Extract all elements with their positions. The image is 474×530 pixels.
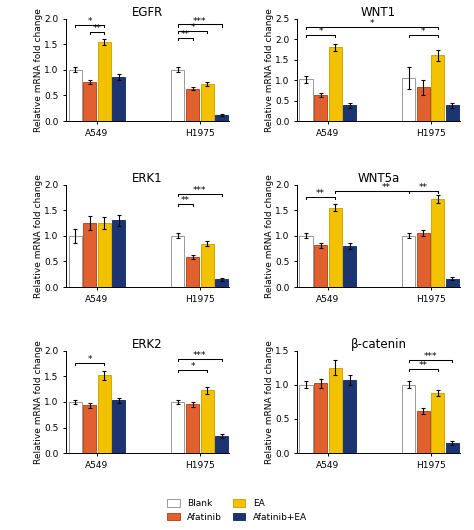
Y-axis label: Relative mRNA fold change: Relative mRNA fold change bbox=[265, 8, 274, 132]
Bar bbox=[112, 77, 125, 121]
Bar bbox=[431, 56, 445, 121]
Text: **: ** bbox=[181, 196, 190, 205]
Bar bbox=[69, 70, 82, 121]
Y-axis label: Relative mRNA fold change: Relative mRNA fold change bbox=[265, 174, 274, 298]
Bar bbox=[300, 385, 312, 453]
Bar bbox=[215, 279, 228, 287]
Text: ***: *** bbox=[424, 352, 438, 361]
Text: *: * bbox=[190, 23, 195, 32]
Bar bbox=[186, 89, 199, 121]
Bar bbox=[201, 390, 214, 453]
Bar bbox=[328, 208, 342, 287]
Bar bbox=[314, 95, 327, 121]
Text: *: * bbox=[190, 362, 195, 371]
Title: WNT1: WNT1 bbox=[361, 5, 396, 19]
Bar bbox=[201, 244, 214, 287]
Bar bbox=[186, 258, 199, 287]
Bar bbox=[83, 223, 96, 287]
Bar bbox=[215, 115, 228, 121]
Bar bbox=[343, 105, 356, 121]
Bar bbox=[328, 368, 342, 453]
Bar bbox=[83, 405, 96, 453]
Bar bbox=[431, 393, 445, 453]
Bar bbox=[314, 383, 327, 453]
Title: WNT5a: WNT5a bbox=[357, 172, 400, 184]
Bar bbox=[402, 385, 415, 453]
Title: β-catenin: β-catenin bbox=[350, 338, 407, 351]
Text: *: * bbox=[370, 19, 374, 28]
Text: *: * bbox=[318, 27, 323, 36]
Y-axis label: Relative mRNA fold change: Relative mRNA fold change bbox=[265, 340, 274, 464]
Text: **: ** bbox=[181, 30, 190, 39]
Bar bbox=[83, 82, 96, 121]
Bar bbox=[112, 400, 125, 453]
Bar bbox=[98, 375, 111, 453]
Bar bbox=[402, 236, 415, 287]
Bar bbox=[446, 443, 459, 453]
Text: ***: *** bbox=[193, 16, 207, 25]
Bar bbox=[300, 236, 312, 287]
Bar bbox=[201, 84, 214, 121]
Y-axis label: Relative mRNA fold change: Relative mRNA fold change bbox=[34, 174, 43, 298]
Bar bbox=[112, 220, 125, 287]
Bar bbox=[215, 436, 228, 453]
Text: *: * bbox=[87, 17, 92, 26]
Bar bbox=[98, 42, 111, 121]
Bar bbox=[446, 105, 459, 121]
Text: **: ** bbox=[419, 361, 428, 370]
Bar bbox=[343, 246, 356, 287]
Text: ***: *** bbox=[193, 186, 207, 195]
Text: **: ** bbox=[92, 24, 101, 33]
Y-axis label: Relative mRNA fold change: Relative mRNA fold change bbox=[34, 8, 43, 132]
Text: *: * bbox=[421, 27, 426, 36]
Bar bbox=[343, 380, 356, 453]
Bar bbox=[172, 402, 184, 453]
Bar bbox=[417, 233, 430, 287]
Bar bbox=[328, 47, 342, 121]
Legend: Blank, Afatinib, EA, Afatinib+EA: Blank, Afatinib, EA, Afatinib+EA bbox=[164, 497, 310, 524]
Bar bbox=[69, 236, 82, 287]
Bar bbox=[417, 411, 430, 453]
Title: EGFR: EGFR bbox=[132, 5, 163, 19]
Bar bbox=[417, 87, 430, 121]
Bar bbox=[402, 78, 415, 121]
Text: ***: *** bbox=[193, 351, 207, 360]
Bar bbox=[98, 223, 111, 287]
Title: ERK1: ERK1 bbox=[132, 172, 163, 184]
Bar bbox=[314, 245, 327, 287]
Bar bbox=[172, 70, 184, 121]
Text: *: * bbox=[87, 355, 92, 364]
Bar bbox=[186, 404, 199, 453]
Y-axis label: Relative mRNA fold change: Relative mRNA fold change bbox=[34, 340, 43, 464]
Text: **: ** bbox=[382, 183, 391, 192]
Text: **: ** bbox=[419, 183, 428, 192]
Title: ERK2: ERK2 bbox=[132, 338, 163, 351]
Text: **: ** bbox=[316, 189, 325, 198]
Bar bbox=[300, 79, 312, 121]
Bar bbox=[446, 279, 459, 287]
Bar bbox=[172, 236, 184, 287]
Bar bbox=[431, 199, 445, 287]
Bar bbox=[69, 402, 82, 453]
